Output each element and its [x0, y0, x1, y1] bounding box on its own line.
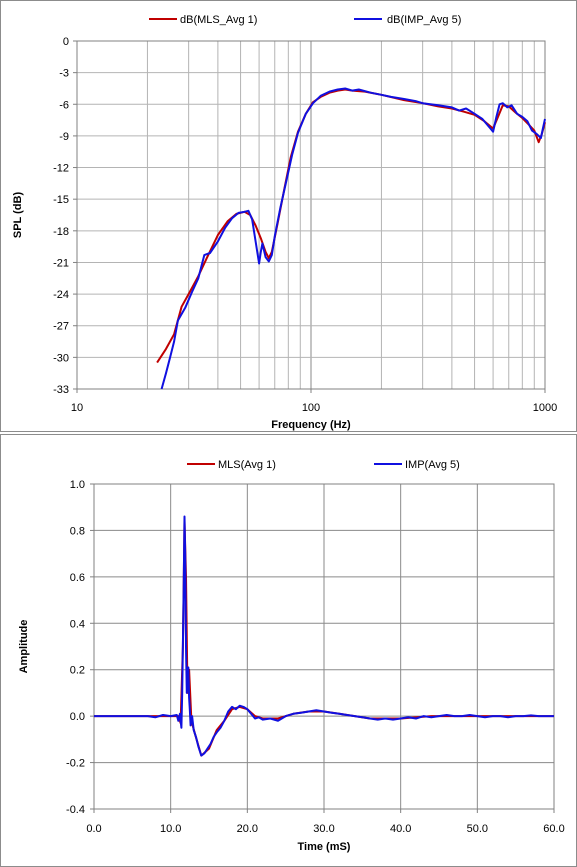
x-tick-label: 10.0: [160, 823, 181, 835]
x-tick-label: 1000: [533, 402, 557, 414]
legend: dB(MLS_Avg 1) dB(IMP_Avg 5): [149, 14, 461, 26]
impulse-response-chart: 1.0 0.8 0.6 0.4 0.2 0.0 -0.2 -0.4 0.0 10.0 20.0 30.…: [0, 434, 577, 867]
series-line-2: [160, 87, 546, 390]
y-tick-label: -33: [53, 384, 69, 396]
y-tick-label: -21: [53, 257, 69, 269]
x-tick-label: 100: [302, 402, 320, 414]
x-tick-label: 0.0: [86, 823, 101, 835]
y-tick-label: -12: [53, 163, 69, 175]
y-tick-label: -9: [59, 131, 69, 143]
y-tick-label: 1.0: [70, 479, 85, 491]
y-tick-label: 0: [63, 36, 69, 48]
y-tick-label: -15: [53, 194, 69, 206]
y-tick-label: -24: [53, 289, 69, 301]
y-tick-label: -18: [53, 226, 69, 238]
y-tick-label: 0.4: [70, 618, 85, 630]
x-tick-label: 60.0: [543, 823, 564, 835]
series-line-1: [156, 88, 546, 364]
x-tick-label: 10: [71, 402, 83, 414]
x-tick-label: 40.0: [390, 823, 411, 835]
x-tick-label: 50.0: [467, 823, 488, 835]
y-axis-title: SPL (dB): [12, 192, 24, 239]
grid: [93, 483, 555, 810]
x-axis-title: Time (mS): [298, 841, 351, 853]
y-tick-label: 0.8: [70, 525, 85, 537]
y-tick-label: -6: [59, 99, 69, 111]
y-tick-label: 0.2: [70, 665, 85, 677]
legend-label-1: MLS(Avg 1): [218, 459, 276, 471]
y-tick-label: 0.0: [70, 711, 85, 723]
y-tick-label: -3: [59, 68, 69, 80]
y-tick-label: -0.4: [66, 804, 85, 816]
y-tick-label: -30: [53, 352, 69, 364]
y-tick-label: -0.2: [66, 758, 85, 770]
legend: MLS(Avg 1) IMP(Avg 5): [187, 459, 460, 471]
grid: [76, 40, 546, 390]
y-tick-label: -27: [53, 321, 69, 333]
impulse-response-plot: 1.00.80.60.40.20.0-0.2-0.40.0 10.0 20.0 30.…: [18, 459, 565, 853]
legend-label-2: dB(IMP_Avg 5): [387, 14, 461, 26]
x-tick-label: 20.0: [237, 823, 258, 835]
legend-label-1: dB(MLS_Avg 1): [180, 14, 257, 26]
series-line-2: [94, 515, 554, 757]
y-tick-label: 0.6: [70, 572, 85, 584]
x-tick-label: 30.0: [313, 823, 334, 835]
legend-label-2: IMP(Avg 5): [405, 459, 460, 471]
x-axis-title: Frequency (Hz): [271, 419, 351, 431]
y-axis-title: Amplitude: [18, 620, 30, 674]
frequency-response-chart: 0 -3 -6 -9 -12 -15 -18 -21 -24 -27 -30 -33 10 100 1000…: [0, 0, 577, 432]
